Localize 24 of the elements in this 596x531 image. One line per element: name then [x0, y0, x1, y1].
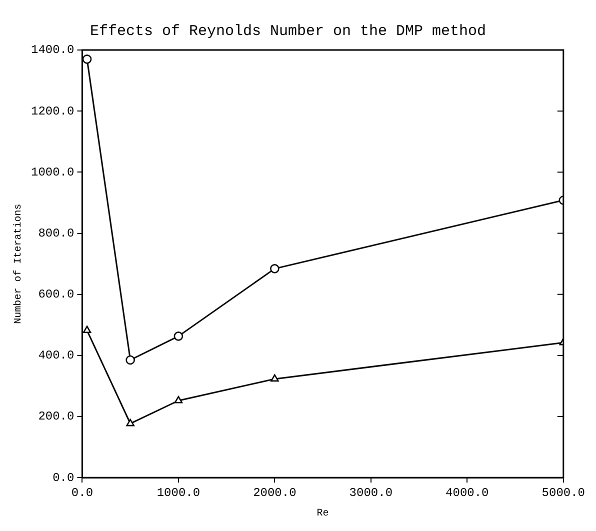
y-axis-title: Number of Iterations	[12, 204, 25, 324]
y-tick-label: 800.0	[38, 226, 74, 240]
x-tick-label: 0.0	[71, 486, 94, 500]
point	[126, 355, 135, 365]
point	[270, 264, 280, 274]
y-tick-label: 400.0	[38, 348, 74, 363]
point	[126, 418, 134, 426]
point	[174, 396, 183, 404]
x-tick-label: 4000.0	[446, 486, 489, 500]
x-tick-label: 2000.0	[253, 486, 296, 500]
chart-title: Effects of Reynolds Number on the DMP method	[90, 22, 486, 40]
y-tick-label: 200.0	[38, 410, 74, 424]
point	[270, 374, 279, 382]
y-tick-label: 1200.0	[30, 104, 74, 118]
y-tick-label: 0.0	[52, 470, 74, 485]
x-tick-label: 1000.0	[156, 486, 200, 500]
y-tick-label: 1400.0	[30, 43, 74, 58]
x-axis-title: Re	[316, 508, 329, 520]
point	[82, 54, 92, 64]
point	[174, 332, 184, 341]
y-tick-label: 600.0	[38, 288, 74, 302]
x-tick-label: 3000.0	[349, 486, 393, 500]
x-tick-label: 5000.0	[542, 486, 586, 500]
y-tick-label: 1000.0	[30, 165, 74, 180]
